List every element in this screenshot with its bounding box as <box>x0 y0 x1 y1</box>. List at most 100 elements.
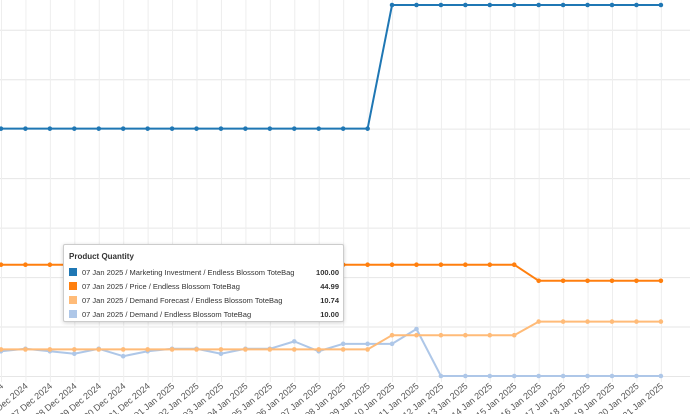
data-point-demand[interactable] <box>487 373 493 379</box>
data-point-marketing-investment[interactable] <box>0 126 4 131</box>
data-point-demand-forecast[interactable] <box>609 319 615 324</box>
data-point-price[interactable] <box>658 278 664 284</box>
data-point-demand-forecast[interactable] <box>340 347 346 352</box>
data-point-price[interactable] <box>511 262 517 268</box>
data-point-demand[interactable] <box>414 326 419 332</box>
data-point-marketing-investment[interactable] <box>463 2 468 8</box>
data-point-price[interactable] <box>487 262 493 268</box>
data-point-marketing-investment[interactable] <box>585 2 590 8</box>
data-point-demand-forecast[interactable] <box>267 347 273 352</box>
data-point-marketing-investment[interactable] <box>23 126 28 131</box>
data-point-demand-forecast[interactable] <box>585 319 590 324</box>
data-point-price[interactable] <box>389 262 395 268</box>
series-line-demand <box>0 328 661 377</box>
data-point-demand-forecast[interactable] <box>23 347 28 352</box>
data-point-demand[interactable] <box>218 351 224 357</box>
data-point-marketing-investment[interactable] <box>267 126 273 131</box>
data-point-demand-forecast[interactable] <box>0 347 4 352</box>
data-point-demand[interactable] <box>438 373 444 379</box>
data-point-demand-forecast[interactable] <box>658 319 664 324</box>
data-point-marketing-investment[interactable] <box>120 126 126 131</box>
tooltip-row-value: 100.00 <box>316 267 339 277</box>
data-point-price[interactable] <box>560 278 566 284</box>
data-point-marketing-investment[interactable] <box>389 2 395 8</box>
data-point-demand-forecast[interactable] <box>438 332 444 338</box>
data-point-demand-forecast[interactable] <box>218 347 224 352</box>
data-point-marketing-investment[interactable] <box>609 2 615 8</box>
data-point-demand[interactable] <box>536 373 541 379</box>
data-point-demand[interactable] <box>365 341 370 347</box>
data-point-price[interactable] <box>585 278 590 284</box>
data-point-marketing-investment[interactable] <box>511 2 517 8</box>
data-point-demand[interactable] <box>609 373 615 379</box>
data-point-demand-forecast[interactable] <box>96 347 102 352</box>
data-point-demand-forecast[interactable] <box>634 319 639 324</box>
tooltip-row: 07 Jan 2025 / Price / Endless Blossom To… <box>69 279 339 293</box>
data-point-demand[interactable] <box>511 373 517 379</box>
data-point-demand-forecast[interactable] <box>47 347 53 352</box>
data-point-marketing-investment[interactable] <box>194 126 199 131</box>
data-point-marketing-investment[interactable] <box>658 2 664 8</box>
data-point-price[interactable] <box>414 262 419 268</box>
data-point-marketing-investment[interactable] <box>218 126 224 131</box>
data-point-demand[interactable] <box>585 373 590 379</box>
data-point-demand-forecast[interactable] <box>291 347 297 352</box>
data-point-demand[interactable] <box>463 373 468 379</box>
data-point-demand-forecast[interactable] <box>560 319 566 324</box>
tooltip-row: 07 Jan 2025 / Marketing Investment / End… <box>69 265 339 279</box>
data-point-price[interactable] <box>365 262 370 268</box>
legend-swatch-price <box>69 282 77 290</box>
data-point-demand-forecast[interactable] <box>463 332 468 338</box>
data-point-price[interactable] <box>609 278 615 284</box>
data-point-marketing-investment[interactable] <box>340 126 346 131</box>
data-point-marketing-investment[interactable] <box>291 126 297 131</box>
data-point-demand-forecast[interactable] <box>316 347 322 352</box>
data-point-marketing-investment[interactable] <box>365 126 370 131</box>
data-point-marketing-investment[interactable] <box>47 126 53 131</box>
data-point-demand-forecast[interactable] <box>511 332 517 338</box>
data-point-demand[interactable] <box>560 373 566 379</box>
data-point-marketing-investment[interactable] <box>145 126 150 131</box>
data-point-price[interactable] <box>463 262 468 268</box>
data-point-price[interactable] <box>0 262 4 268</box>
data-point-demand-forecast[interactable] <box>169 347 175 352</box>
data-point-demand-forecast[interactable] <box>120 347 126 352</box>
data-point-price[interactable] <box>536 278 541 284</box>
data-point-demand-forecast[interactable] <box>536 319 541 324</box>
data-point-demand[interactable] <box>389 341 395 347</box>
tooltip: Product Quantity 07 Jan 2025 / Marketing… <box>63 244 344 322</box>
data-point-demand-forecast[interactable] <box>487 332 493 338</box>
data-point-demand-forecast[interactable] <box>145 347 150 352</box>
data-point-marketing-investment[interactable] <box>243 126 248 131</box>
data-point-demand[interactable] <box>634 373 639 379</box>
data-point-marketing-investment[interactable] <box>487 2 493 8</box>
data-point-marketing-investment[interactable] <box>634 2 639 8</box>
data-point-marketing-investment[interactable] <box>72 126 77 131</box>
data-point-price[interactable] <box>634 278 639 284</box>
data-point-demand[interactable] <box>120 353 126 359</box>
data-point-marketing-investment[interactable] <box>536 2 541 8</box>
data-point-marketing-investment[interactable] <box>169 126 175 131</box>
data-point-demand[interactable] <box>658 373 664 379</box>
data-point-marketing-investment[interactable] <box>316 126 322 131</box>
data-point-price[interactable] <box>23 262 28 268</box>
data-point-demand[interactable] <box>340 341 346 347</box>
data-point-marketing-investment[interactable] <box>96 126 102 131</box>
data-point-marketing-investment[interactable] <box>414 2 419 8</box>
data-point-marketing-investment[interactable] <box>438 2 444 8</box>
data-point-demand-forecast[interactable] <box>243 347 248 352</box>
data-point-demand-forecast[interactable] <box>414 332 419 338</box>
data-point-demand-forecast[interactable] <box>72 347 77 352</box>
legend-swatch-demand <box>69 310 77 318</box>
data-point-demand[interactable] <box>72 351 77 357</box>
data-point-marketing-investment[interactable] <box>560 2 566 8</box>
data-point-price[interactable] <box>438 262 444 268</box>
data-point-demand-forecast[interactable] <box>194 347 199 352</box>
data-point-demand-forecast[interactable] <box>365 347 370 352</box>
data-point-price[interactable] <box>47 262 53 268</box>
data-point-demand-forecast[interactable] <box>389 332 395 338</box>
data-point-demand[interactable] <box>291 339 297 344</box>
